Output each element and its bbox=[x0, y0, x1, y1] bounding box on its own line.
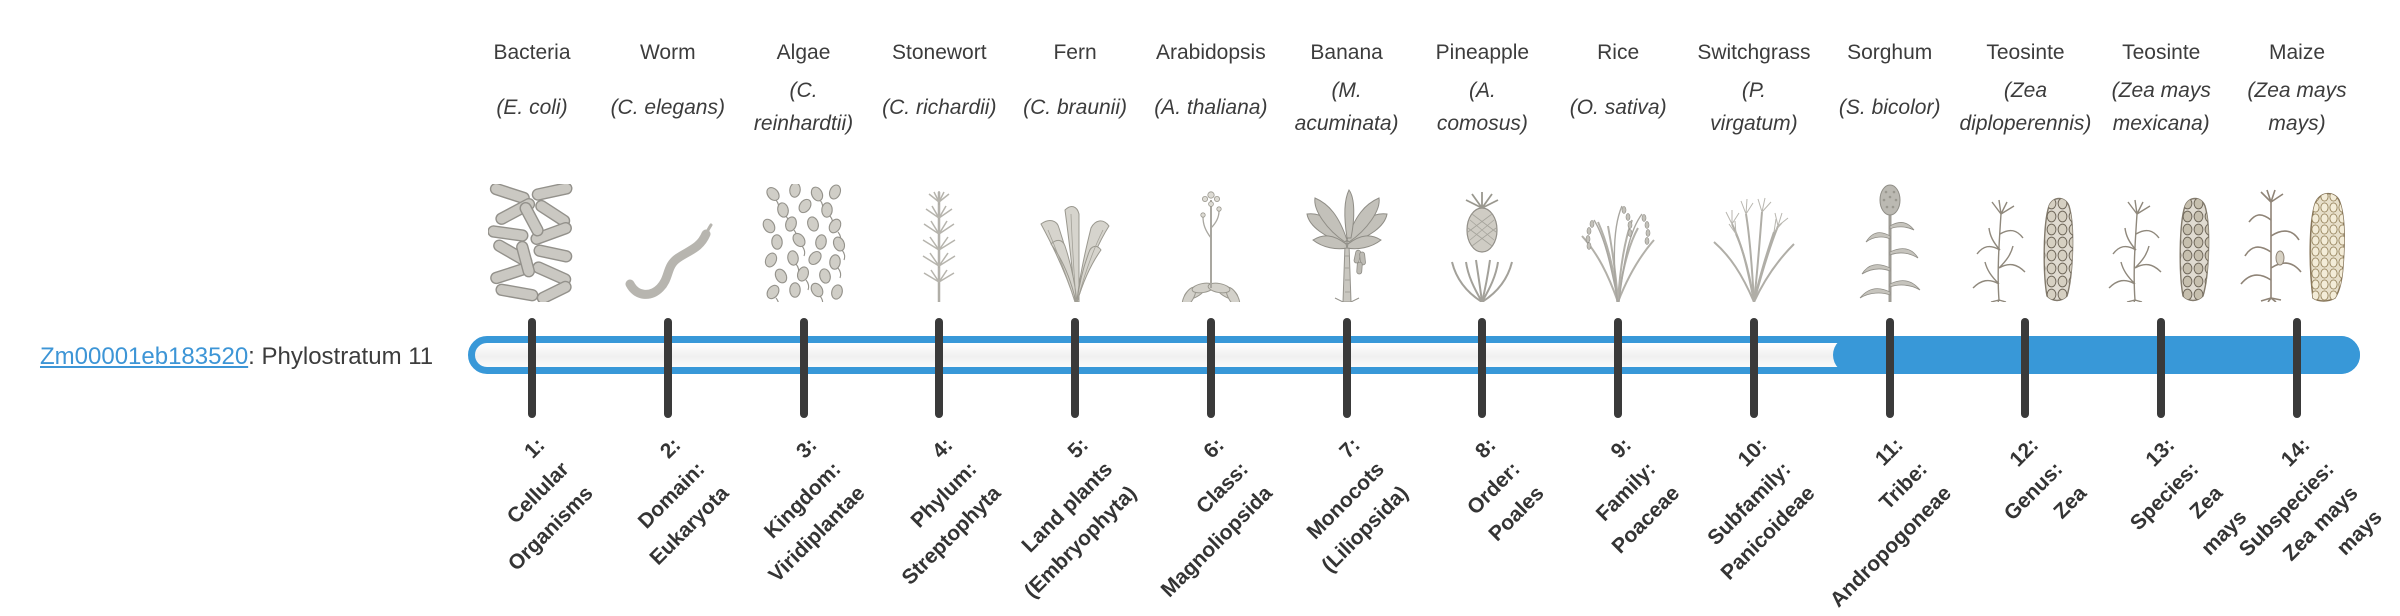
phylostratum-tick-4 bbox=[935, 318, 944, 418]
phylostratum-tick-7 bbox=[1342, 318, 1351, 418]
sorghum-icon bbox=[1854, 180, 1926, 302]
rice-icon bbox=[1568, 184, 1668, 302]
stratum-label-4: 4: Phylum: Streptophyta bbox=[897, 433, 1006, 590]
taxon-label-algae: Algae (C. reinhardtii) bbox=[714, 38, 894, 146]
taxon-common-name: Stonewort bbox=[892, 41, 987, 64]
taxon-scientific-name: (Zea diploperennis) bbox=[1959, 79, 2092, 135]
phylostratum-fill bbox=[1833, 336, 2360, 374]
stratum-label-3: 3: Kingdom: Viridiplantae bbox=[759, 433, 870, 587]
arabidopsis-icon bbox=[1175, 184, 1247, 302]
switchgrass-icon bbox=[1706, 182, 1802, 302]
phylostratum-tick-3 bbox=[799, 318, 808, 418]
taxon-label-arabidopsis: Arabidopsis (A. thaliana) bbox=[1121, 38, 1301, 146]
taxon-common-name: Bacteria bbox=[493, 41, 571, 64]
taxon-label-teosinte-diploperennis: Teosinte (Zea diploperennis) bbox=[1935, 38, 2115, 146]
taxon-label-maize: Maize (Zea mays mays) bbox=[2207, 38, 2387, 146]
taxon-common-name: Switchgrass bbox=[1697, 41, 1811, 64]
taxon-scientific-name: (S. bicolor) bbox=[1838, 95, 1941, 119]
gene-label: Zm00001eb183520: Phylostratum 11 bbox=[40, 340, 433, 374]
phylostratum-tick-14 bbox=[2293, 318, 2301, 418]
taxon-label-switchgrass: Switchgrass (P. virgatum) bbox=[1664, 38, 1844, 146]
taxon-scientific-name: (A. thaliana) bbox=[1154, 95, 1268, 119]
phylostratum-tick-5 bbox=[1071, 318, 1080, 418]
taxon-scientific-name: (O. sativa) bbox=[1569, 95, 1667, 119]
taxon-scientific-name: (Zea mays mexicana) bbox=[2111, 79, 2211, 135]
taxon-common-name: Algae bbox=[776, 41, 831, 64]
phylostratum-tick-13 bbox=[2157, 318, 2166, 418]
fern-icon bbox=[1027, 184, 1123, 302]
stratum-label-2: 2: Domain: Eukaryota bbox=[633, 433, 734, 570]
algae-icon bbox=[761, 184, 847, 302]
phylostratum-tick-9 bbox=[1614, 318, 1623, 418]
taxon-label-stonewort: Stonewort (C. richardii) bbox=[849, 38, 1029, 146]
taxon-scientific-name: (C. richardii) bbox=[882, 95, 997, 119]
taxon-scientific-name: (E. coli) bbox=[496, 95, 568, 119]
taxon-common-name: Teosinte bbox=[2122, 41, 2201, 64]
stratum-label-9: 9: Family: Poaceae bbox=[1591, 433, 1685, 559]
taxon-scientific-name: (C. elegans) bbox=[610, 95, 725, 119]
taxon-label-bacteria: Bacteria (E. coli) bbox=[442, 38, 622, 146]
phylostratum-tick-6 bbox=[1206, 318, 1215, 418]
taxon-label-fern: Fern (C. braunii) bbox=[985, 38, 1165, 146]
taxon-label-rice: Rice (O. sativa) bbox=[1528, 38, 1708, 146]
maize-icon bbox=[2239, 180, 2355, 302]
phylostratum-tick-8 bbox=[1478, 318, 1487, 418]
taxon-label-teosinte-mexicana: Teosinte (Zea mays mexicana) bbox=[2071, 38, 2251, 146]
stratum-label-7: 7: Monocots (Liliopsida) bbox=[1302, 433, 1413, 578]
bacteria-icon bbox=[488, 184, 576, 302]
taxon-label-sorghum: Sorghum (S. bicolor) bbox=[1800, 38, 1980, 146]
taxon-label-worm: Worm (C. elegans) bbox=[578, 38, 758, 146]
taxon-common-name: Fern bbox=[1053, 41, 1097, 64]
taxon-scientific-name: (A. comosus) bbox=[1436, 79, 1528, 135]
taxon-common-name: Pineapple bbox=[1435, 41, 1530, 64]
taxon-scientific-name: (M. acuminata) bbox=[1294, 79, 1399, 135]
taxon-common-name: Worm bbox=[639, 41, 696, 64]
stonewort-icon bbox=[908, 184, 970, 302]
taxon-scientific-name: (C. reinhardtii) bbox=[753, 79, 854, 135]
pineapple-icon bbox=[1446, 184, 1518, 302]
stratum-label-11: 11: Tribe: Andropogoneae bbox=[1825, 433, 1956, 612]
phylostratum-tick-11 bbox=[1885, 318, 1894, 418]
gene-annotation: : Phylostratum 11 bbox=[248, 343, 434, 370]
taxon-label-banana: Banana (M. acuminata) bbox=[1257, 38, 1437, 146]
taxon-common-name: Rice bbox=[1597, 41, 1640, 64]
phylostratum-tick-10 bbox=[1749, 318, 1758, 418]
phylostratum-tick-2 bbox=[663, 318, 672, 418]
teosinte-diploperennis-icon bbox=[1969, 184, 2081, 302]
taxon-common-name: Teosinte bbox=[1986, 41, 2065, 64]
taxon-label-pineapple: Pineapple (A. comosus) bbox=[1392, 38, 1572, 146]
phylostratum-chart: Zm00001eb183520: Phylostratum 11 Bacteri… bbox=[40, 38, 2387, 612]
taxon-common-name: Arabidopsis bbox=[1155, 41, 1266, 64]
worm-icon bbox=[622, 222, 714, 302]
stratum-label-8: 8: Order: Poales bbox=[1462, 433, 1549, 546]
taxon-scientific-name: (Zea mays mays) bbox=[2247, 79, 2347, 135]
teosinte-mexicana-icon bbox=[2105, 184, 2217, 302]
stratum-label-1: 1: Cellular Organisms bbox=[503, 433, 598, 576]
banana-icon bbox=[1299, 182, 1395, 302]
stratum-label-12: 12: Genus: Zea bbox=[1999, 433, 2092, 525]
taxon-scientific-name: (P. virgatum) bbox=[1710, 79, 1798, 135]
taxon-common-name: Sorghum bbox=[1847, 41, 1933, 64]
taxon-common-name: Maize bbox=[2268, 41, 2326, 64]
phylostratum-tick-12 bbox=[2021, 318, 2030, 418]
taxon-scientific-name: (C. braunii) bbox=[1023, 95, 1128, 119]
gene-id-link[interactable]: Zm00001eb183520 bbox=[40, 343, 249, 370]
stratum-label-14: 14: Subspecies: Zea mays mays bbox=[2235, 433, 2387, 566]
phylostratum-tick-1 bbox=[528, 318, 536, 418]
taxon-common-name: Banana bbox=[1310, 41, 1383, 64]
